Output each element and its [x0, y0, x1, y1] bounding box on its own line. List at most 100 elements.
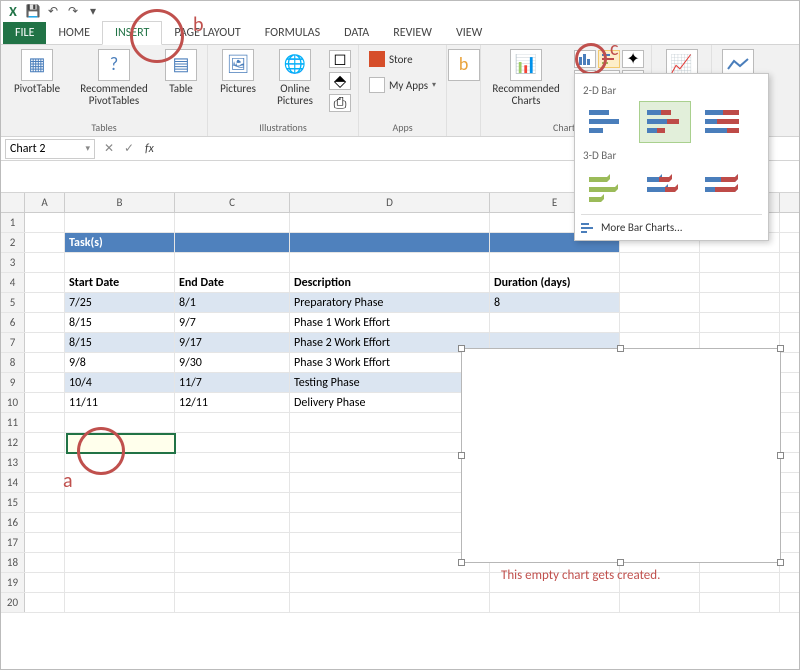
cell[interactable]	[490, 253, 620, 272]
cell[interactable]: 9/17	[175, 333, 290, 352]
stacked-bar-100-option[interactable]	[697, 101, 749, 143]
row-header[interactable]: 4	[1, 273, 25, 292]
column-header-A[interactable]: A	[25, 193, 65, 212]
cell[interactable]	[65, 513, 175, 532]
cell[interactable]	[65, 413, 175, 432]
cell[interactable]	[175, 593, 290, 612]
screenshot-button[interactable]: ⎙	[329, 94, 351, 112]
select-all-button[interactable]	[1, 193, 25, 212]
row-header[interactable]: 7	[1, 333, 25, 352]
tab-view[interactable]: VIEW	[444, 22, 494, 44]
name-box[interactable]: Chart 2 ▾	[5, 139, 95, 159]
cell[interactable]	[700, 593, 780, 612]
undo-icon[interactable]: ↶	[45, 3, 61, 19]
cell[interactable]: Preparatory Phase	[290, 293, 490, 312]
tab-file[interactable]: FILE	[3, 22, 46, 44]
cell[interactable]	[175, 213, 290, 232]
row-header[interactable]: 16	[1, 513, 25, 532]
smartart-button[interactable]: ⬘	[329, 72, 351, 90]
cell[interactable]: 11/7	[175, 373, 290, 392]
cell[interactable]: Task(s)	[65, 233, 175, 252]
cell[interactable]	[620, 593, 700, 612]
tab-insert[interactable]: INSERT	[102, 21, 162, 45]
cell[interactable]: Phase 3 Work Effort	[290, 353, 490, 372]
cell[interactable]	[490, 593, 620, 612]
chevron-down-icon[interactable]: ▾	[85, 143, 90, 154]
cell[interactable]: Testing Phase	[290, 373, 490, 392]
cell[interactable]	[25, 493, 65, 512]
row-header[interactable]: 18	[1, 553, 25, 572]
empty-chart[interactable]	[461, 348, 781, 563]
stock-chart-button[interactable]: ✦	[622, 50, 644, 68]
column-header-D[interactable]: D	[290, 193, 490, 212]
cell[interactable]	[25, 533, 65, 552]
cell[interactable]	[175, 233, 290, 252]
row-header[interactable]: 3	[1, 253, 25, 272]
bar-chart-button[interactable]	[598, 50, 620, 68]
cell[interactable]: 9/30	[175, 353, 290, 372]
cell[interactable]	[65, 453, 175, 472]
row-header[interactable]: 12	[1, 433, 25, 452]
cell[interactable]	[290, 533, 490, 552]
formula-cancel-icon[interactable]: ✕	[99, 141, 119, 156]
column-header-C[interactable]: C	[175, 193, 290, 212]
cell[interactable]: 10/4	[65, 373, 175, 392]
cell[interactable]: 11/11	[65, 393, 175, 412]
row-header[interactable]: 10	[1, 393, 25, 412]
cell[interactable]	[700, 313, 780, 332]
cell[interactable]	[25, 373, 65, 392]
cell[interactable]	[175, 453, 290, 472]
row-header[interactable]: 11	[1, 413, 25, 432]
my-apps-button[interactable]: My Apps ▾	[365, 75, 440, 95]
cell[interactable]: 9/7	[175, 313, 290, 332]
cell[interactable]	[65, 533, 175, 552]
cell[interactable]	[25, 453, 65, 472]
formula-enter-icon[interactable]: ✓	[119, 141, 139, 156]
row-header[interactable]: 14	[1, 473, 25, 492]
pivottable-button[interactable]: ▦ PivotTable	[7, 49, 67, 95]
clustered-bar-3d-option[interactable]	[581, 166, 633, 208]
row-header[interactable]: 19	[1, 573, 25, 592]
cell[interactable]	[175, 573, 290, 592]
column-header-B[interactable]: B	[65, 193, 175, 212]
cell[interactable]: Duration (days)	[490, 273, 620, 292]
row-header[interactable]: 8	[1, 353, 25, 372]
recommended-pivottables-button[interactable]: ? Recommended PivotTables	[75, 49, 153, 107]
tab-formulas[interactable]: FORMULAS	[253, 22, 332, 44]
more-bar-charts-button[interactable]: More Bar Charts...	[581, 214, 762, 234]
cell[interactable]	[65, 213, 175, 232]
cell[interactable]	[25, 573, 65, 592]
cell[interactable]	[700, 253, 780, 272]
cell[interactable]	[290, 513, 490, 532]
cell[interactable]	[25, 393, 65, 412]
cell[interactable]: Description	[290, 273, 490, 292]
cell[interactable]	[65, 553, 175, 572]
cell[interactable]	[290, 573, 490, 592]
qat-customize-icon[interactable]: ▾	[85, 3, 101, 19]
cell[interactable]	[25, 473, 65, 492]
row-header[interactable]: 6	[1, 313, 25, 332]
cell[interactable]	[290, 493, 490, 512]
cell[interactable]: Delivery Phase	[290, 393, 490, 412]
cell[interactable]	[25, 293, 65, 312]
cell[interactable]	[700, 273, 780, 292]
cell[interactable]	[25, 413, 65, 432]
cell[interactable]	[25, 213, 65, 232]
cell[interactable]	[290, 433, 490, 452]
cell[interactable]	[25, 593, 65, 612]
stacked-bar-3d-100-option[interactable]	[697, 166, 749, 208]
cell[interactable]	[175, 513, 290, 532]
cell[interactable]	[65, 253, 175, 272]
tab-home[interactable]: HOME	[46, 22, 102, 44]
store-button[interactable]: Store	[365, 49, 417, 69]
cell[interactable]	[25, 233, 65, 252]
cell[interactable]: End Date	[175, 273, 290, 292]
cell[interactable]: 8/1	[175, 293, 290, 312]
cell[interactable]	[25, 433, 65, 452]
column-chart-button[interactable]	[574, 50, 596, 68]
tab-data[interactable]: DATA	[332, 22, 381, 44]
active-cell[interactable]	[66, 433, 176, 454]
cell[interactable]	[25, 313, 65, 332]
cell[interactable]	[175, 493, 290, 512]
redo-icon[interactable]: ↷	[65, 3, 81, 19]
